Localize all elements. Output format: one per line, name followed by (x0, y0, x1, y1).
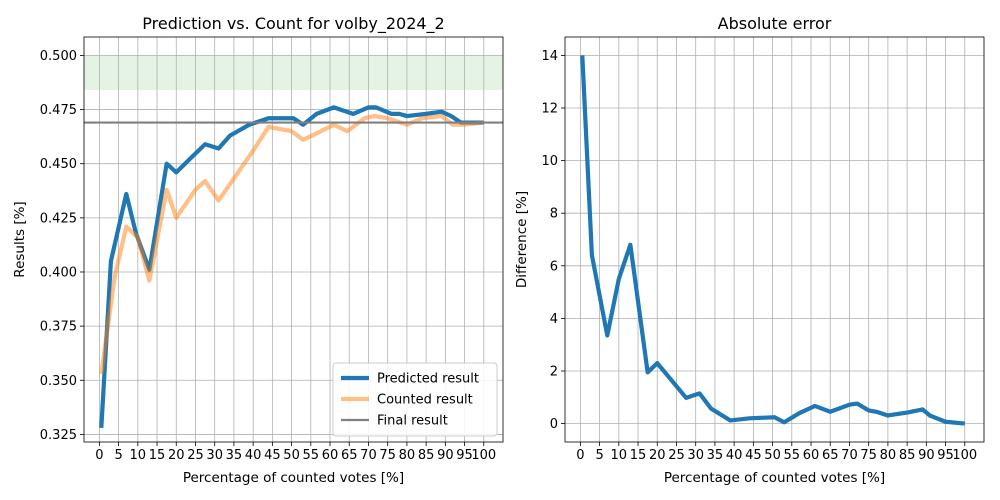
y-tick-label: 8 (550, 207, 558, 222)
x-tick-label: 85 (418, 448, 435, 463)
x-tick-label: 65 (822, 448, 839, 463)
x-tick-label: 0 (576, 448, 584, 463)
y-tick-label: 12 (541, 102, 558, 117)
y-tick-label: 0.400 (40, 265, 77, 280)
x-tick-label: 20 (168, 448, 185, 463)
x-tick-label: 50 (764, 448, 781, 463)
x-tick-label: 10 (130, 448, 147, 463)
x-tick-label: 55 (784, 448, 801, 463)
x-tick-label: 100 (471, 448, 496, 463)
x-tick-label: 5 (114, 448, 122, 463)
y-tick-label: 10 (541, 154, 558, 169)
legend-label: Counted result (377, 393, 473, 408)
x-tick-label: 45 (745, 448, 762, 463)
x-tick-label: 15 (149, 448, 166, 463)
x-tick-label: 70 (841, 448, 858, 463)
x-tick-label: 55 (303, 448, 320, 463)
y-tick-label: 2 (550, 364, 558, 379)
x-tick-label: 70 (360, 448, 377, 463)
y-axis-label: Difference [%] (514, 191, 530, 288)
y-tick-label: 0.500 (40, 49, 77, 64)
x-tick-label: 80 (399, 448, 416, 463)
x-tick-label: 65 (341, 448, 358, 463)
x-axis-label: Percentage of counted votes [%] (183, 470, 404, 486)
x-tick-label: 80 (880, 448, 897, 463)
x-tick-label: 40 (245, 448, 262, 463)
series-line-error (580, 55, 965, 426)
x-tick-label: 75 (379, 448, 396, 463)
y-tick-label: 0.375 (40, 320, 77, 335)
y-tick-label: 0.450 (40, 157, 77, 172)
x-tick-label: 25 (187, 448, 204, 463)
x-tick-label: 90 (437, 448, 454, 463)
x-tick-label: 15 (630, 448, 647, 463)
legend-label: Predicted result (377, 372, 479, 387)
x-tick-label: 60 (803, 448, 820, 463)
legend-label: Final result (377, 414, 448, 429)
x-tick-label: 25 (668, 448, 685, 463)
series-line-counted-result (99, 113, 485, 375)
x-tick-label: 60 (322, 448, 339, 463)
y-tick-label: 0 (550, 417, 558, 432)
x-tick-label: 30 (687, 448, 704, 463)
x-axis-label: Percentage of counted votes [%] (664, 470, 885, 486)
y-tick-label: 14 (541, 49, 558, 64)
x-tick-label: 95 (456, 448, 473, 463)
prediction-vs-count-panel: 0 5 10 15 20 25 30 35 40 45 50 55 60 65 70 75 80 85 90 9510… (12, 14, 504, 486)
x-tick-label: 0 (95, 448, 103, 463)
x-tick-label: 10 (611, 448, 628, 463)
x-tick-label: 95 (937, 448, 954, 463)
legend: Predicted result Counted result Final resu… (332, 362, 498, 437)
x-tick-label: 20 (649, 448, 666, 463)
x-tick-label: 45 (264, 448, 281, 463)
x-tick-label: 100 (952, 448, 977, 463)
x-tick-label: 75 (860, 448, 877, 463)
target-band (84, 55, 503, 91)
absolute-error-panel: 0 5 10 15 20 25 30 35 40 45 50 55 60 65 70 75 80 85 90 9510… (514, 14, 985, 486)
legend-box (332, 362, 498, 437)
y-tick-label: 0.350 (40, 374, 77, 389)
axes-frame (83, 36, 504, 443)
x-tick-label: 30 (206, 448, 223, 463)
y-tick-label: 0.325 (40, 428, 77, 443)
y-tick-label: 4 (550, 312, 558, 327)
y-tick-label: 0.425 (40, 211, 77, 226)
y-tick-label: 0.475 (40, 103, 77, 118)
x-tick-label: 85 (899, 448, 916, 463)
axes-frame (564, 36, 985, 443)
x-tick-label: 35 (226, 448, 243, 463)
y-tick-label: 6 (550, 259, 558, 274)
x-tick-label: 5 (595, 448, 603, 463)
x-tick-label: 50 (283, 448, 300, 463)
chart-title: Absolute error (718, 14, 832, 33)
chart-title: Prediction vs. Count for volby_2024_2 (142, 14, 444, 34)
x-tick-label: 35 (707, 448, 724, 463)
series-line-predicted-result (99, 105, 484, 429)
x-tick-label: 40 (726, 448, 743, 463)
y-axis-label: Results [%] (12, 201, 28, 277)
x-tick-label: 90 (918, 448, 935, 463)
